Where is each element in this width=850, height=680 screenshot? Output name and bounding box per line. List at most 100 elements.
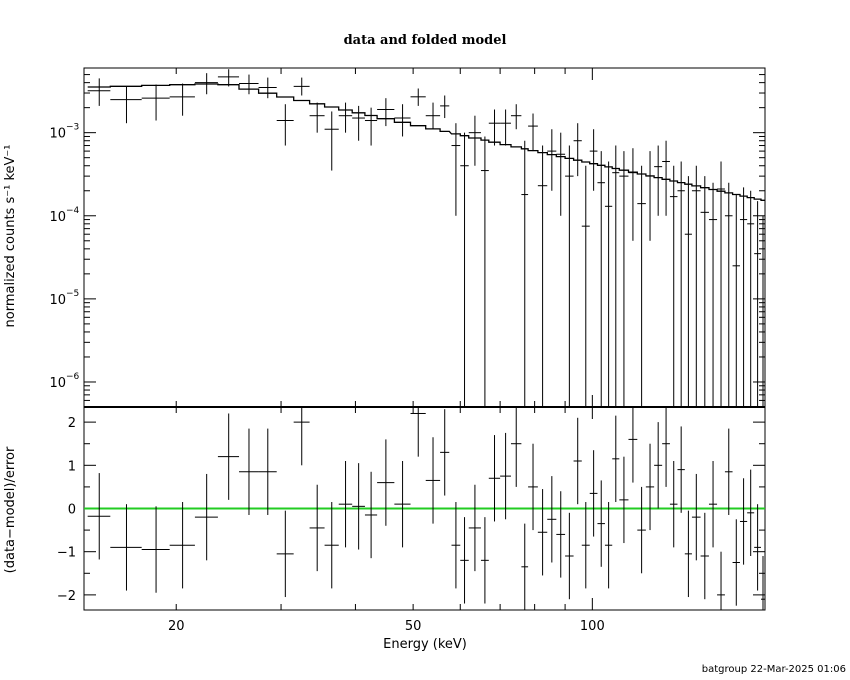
data-point — [500, 109, 511, 146]
residual-point — [521, 523, 529, 610]
bottom-data-layer — [84, 407, 765, 610]
data-point — [747, 190, 755, 407]
residual-point — [194, 473, 218, 561]
residual-point — [480, 517, 489, 604]
residual-point — [217, 413, 240, 500]
data-point — [589, 129, 598, 191]
data-point — [708, 182, 718, 407]
data-point — [440, 95, 450, 119]
x-axis-label: Energy (keV) — [383, 637, 467, 652]
residual-point — [440, 409, 450, 496]
residual-point — [556, 491, 566, 578]
y-axis-label-top: normalized counts s⁻¹ keV⁻¹ — [3, 145, 18, 328]
data-point — [194, 73, 218, 95]
residual-point — [258, 428, 277, 515]
data-point — [293, 77, 310, 96]
y-axis-label-bottom: (data−model)/error — [3, 446, 18, 573]
data-point — [352, 105, 365, 141]
residual-point — [604, 502, 613, 589]
residual-point — [528, 443, 538, 531]
residual-point — [700, 512, 709, 600]
data-point — [110, 86, 142, 124]
residual-point — [708, 460, 718, 548]
data-point — [717, 161, 725, 407]
residual-point — [394, 460, 411, 548]
data-point — [760, 215, 765, 407]
y-tick-exponent: −5 — [66, 289, 79, 299]
data-point — [628, 148, 638, 241]
y-tick-label-bottom: 0 — [68, 503, 76, 518]
data-point — [425, 102, 441, 130]
footer-stamp: batgroup 22-Mar-2025 01:06 — [702, 664, 846, 675]
data-point — [637, 165, 646, 407]
data-point — [597, 151, 605, 407]
y-tick-label-bottom: −1 — [57, 546, 76, 561]
data-point — [468, 115, 481, 166]
data-point — [573, 123, 582, 177]
residual-point — [684, 510, 692, 598]
data-point — [565, 145, 574, 407]
data-point — [556, 132, 566, 216]
residual-point — [468, 484, 481, 572]
residual-point — [654, 422, 663, 509]
residual-point — [547, 476, 557, 563]
y-tick-exponent: −6 — [66, 372, 80, 382]
residual-point — [573, 417, 582, 505]
data-point — [537, 145, 548, 407]
residual-point — [732, 519, 740, 606]
residual-point — [510, 407, 522, 487]
residual-point — [169, 502, 195, 589]
data-point — [276, 104, 294, 146]
residual-point — [637, 486, 646, 574]
x-tick-label: 50 — [405, 619, 422, 634]
residual-point — [717, 551, 725, 610]
residual-point — [628, 407, 638, 483]
residual-point — [500, 432, 511, 520]
spectrum-panel: 10−310−410−510−6 — [49, 67, 766, 408]
residual-point — [309, 484, 325, 572]
data-point — [521, 140, 529, 407]
residual-point — [612, 415, 620, 503]
data-point — [217, 69, 240, 87]
data-point — [451, 123, 461, 216]
residual-point — [110, 504, 142, 591]
y-tick-label-bottom: −2 — [57, 589, 76, 604]
residual-point — [662, 407, 670, 487]
data-point — [309, 102, 325, 133]
data-point — [662, 140, 670, 216]
data-point — [324, 111, 339, 171]
model-step-line — [87, 83, 765, 201]
residual-point — [537, 489, 548, 576]
data-point — [547, 129, 557, 191]
data-point — [141, 84, 170, 121]
residual-point — [677, 426, 685, 513]
data-point — [677, 161, 685, 407]
data-point — [739, 187, 748, 407]
residual-point — [488, 435, 501, 522]
residual-point — [597, 480, 605, 567]
data-point — [700, 176, 709, 407]
data-point — [480, 136, 489, 407]
residual-point — [691, 473, 701, 561]
data-point — [669, 165, 678, 407]
data-point — [754, 201, 761, 407]
residuals-panel: 20 50 100 2 1 0 −1 −2 — [57, 406, 766, 634]
y-tick-label-top: 10 — [49, 127, 66, 142]
residual-point — [460, 517, 469, 604]
residual-point — [565, 512, 574, 600]
data-point — [394, 104, 411, 137]
data-point — [612, 145, 620, 407]
y-tick-label-top: 10 — [49, 376, 66, 391]
y-tick-exponent: −3 — [66, 123, 79, 133]
residual-point — [619, 456, 629, 544]
data-point — [410, 88, 426, 106]
x-tick-label: 100 — [580, 619, 605, 634]
data-point — [239, 74, 259, 95]
residual-point — [760, 556, 765, 610]
data-point — [169, 83, 195, 116]
residual-point — [754, 504, 761, 591]
residual-point — [425, 437, 441, 524]
data-point — [460, 132, 469, 407]
data-point — [364, 107, 378, 146]
residual-point — [324, 502, 339, 589]
